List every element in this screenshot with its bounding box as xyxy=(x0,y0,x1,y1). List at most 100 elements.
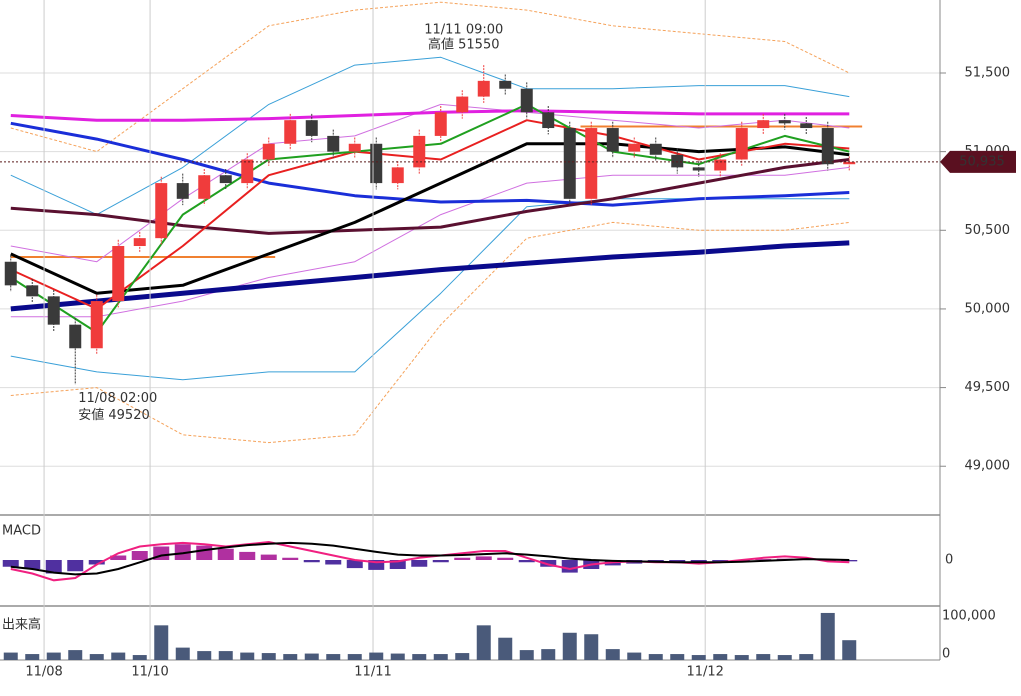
macd-title: MACD xyxy=(2,524,41,539)
volume-bar xyxy=(132,655,147,660)
candle-body xyxy=(757,120,770,129)
candle-body xyxy=(649,143,662,155)
macd-bar xyxy=(540,560,557,567)
candle-body xyxy=(198,175,211,199)
macd-bar xyxy=(88,560,105,565)
x-tick-label: 11/12 xyxy=(686,665,723,680)
candle-body xyxy=(585,128,598,199)
volume-bar xyxy=(498,637,513,660)
candle-body xyxy=(284,120,297,144)
candle-body xyxy=(563,128,576,199)
macd-bar xyxy=(432,560,449,563)
macd-bar xyxy=(411,560,428,567)
candle-body xyxy=(692,167,705,171)
volume-bar xyxy=(777,655,792,660)
macd-bar xyxy=(239,551,256,560)
candle-body xyxy=(714,159,727,171)
macd-bar xyxy=(282,557,299,560)
volume-bar xyxy=(261,653,276,660)
volume-bar xyxy=(433,654,448,660)
y-tick-label: 49,500 xyxy=(965,380,1011,395)
volume-bar xyxy=(154,625,169,660)
volume-bar xyxy=(240,652,255,660)
candle-body xyxy=(477,80,490,97)
candle-body xyxy=(843,161,856,165)
volume-bar xyxy=(627,652,642,660)
volume-tick-label: 0 xyxy=(942,647,950,662)
macd-bar xyxy=(217,548,234,560)
volume-bar xyxy=(713,654,728,660)
macd-bar xyxy=(45,560,62,574)
candle-body xyxy=(370,143,383,184)
candle-body xyxy=(262,143,275,160)
candle-body xyxy=(606,128,619,152)
volume-bar xyxy=(46,652,61,660)
indicator-line xyxy=(10,109,850,122)
volume-bar xyxy=(476,625,491,660)
indicator-line xyxy=(10,142,850,295)
macd-bar xyxy=(131,551,148,560)
volume-bar xyxy=(197,651,212,660)
macd-bar xyxy=(497,557,514,560)
volume-bar xyxy=(347,654,362,660)
candle-body xyxy=(391,167,404,184)
macd-bar xyxy=(346,560,363,569)
macd-bar xyxy=(454,557,471,560)
y-tick-label: 50,000 xyxy=(965,301,1011,316)
candle-body xyxy=(241,159,254,184)
volume-bar xyxy=(670,654,685,660)
macd-bar xyxy=(712,560,729,562)
candle-body xyxy=(520,88,533,113)
indicator-line xyxy=(10,103,850,334)
volume-bar xyxy=(369,652,384,660)
candle-body xyxy=(26,285,39,297)
candle-body xyxy=(413,135,426,168)
indicator-line xyxy=(10,56,850,216)
macd-bar xyxy=(475,556,492,560)
low-note: 安値 49520 xyxy=(78,407,150,423)
volume-bar xyxy=(820,612,835,660)
candle-body xyxy=(327,135,340,152)
macd-tick-label: 0 xyxy=(945,553,953,568)
candle-body xyxy=(133,238,146,247)
macd-bar xyxy=(303,560,320,563)
indicator-line xyxy=(10,121,850,207)
volume-bar xyxy=(175,647,190,660)
x-tick-label: 11/11 xyxy=(354,665,391,680)
candle-body xyxy=(348,143,361,152)
candle-body xyxy=(778,120,791,124)
volume-bar xyxy=(605,649,620,660)
y-tick-label: 49,000 xyxy=(965,459,1011,474)
x-tick-label: 11/10 xyxy=(131,665,168,680)
macd-bar xyxy=(561,560,578,573)
volume-bar xyxy=(218,651,233,660)
candle-body xyxy=(499,80,512,89)
volume-title: 出来高 xyxy=(2,617,41,633)
candle-body xyxy=(671,154,684,168)
low-note: 11/08 02:00 xyxy=(78,391,157,406)
macd-bar xyxy=(110,555,127,560)
candle-body xyxy=(628,143,641,152)
candle-body xyxy=(4,261,17,286)
volume-bar xyxy=(111,652,126,660)
candle-body xyxy=(434,112,447,136)
volume-bar xyxy=(648,654,663,660)
high-note: 高値 51550 xyxy=(428,37,500,53)
candle-body xyxy=(69,324,82,349)
volume-bar xyxy=(756,654,771,660)
indicator-line xyxy=(10,158,850,235)
macd-bar xyxy=(2,560,19,567)
volume-bar xyxy=(304,653,319,660)
indicator-line xyxy=(10,103,850,263)
y-tick-label: 50,500 xyxy=(965,223,1011,238)
macd-bar xyxy=(196,545,213,560)
candle-body xyxy=(112,246,125,302)
candle-body xyxy=(219,175,232,184)
macd-bar xyxy=(518,560,535,563)
candle-body xyxy=(800,123,813,129)
volume-bar xyxy=(326,654,341,660)
candle-body xyxy=(47,296,60,325)
volume-bar xyxy=(691,655,706,660)
last-price-box xyxy=(940,150,1016,173)
